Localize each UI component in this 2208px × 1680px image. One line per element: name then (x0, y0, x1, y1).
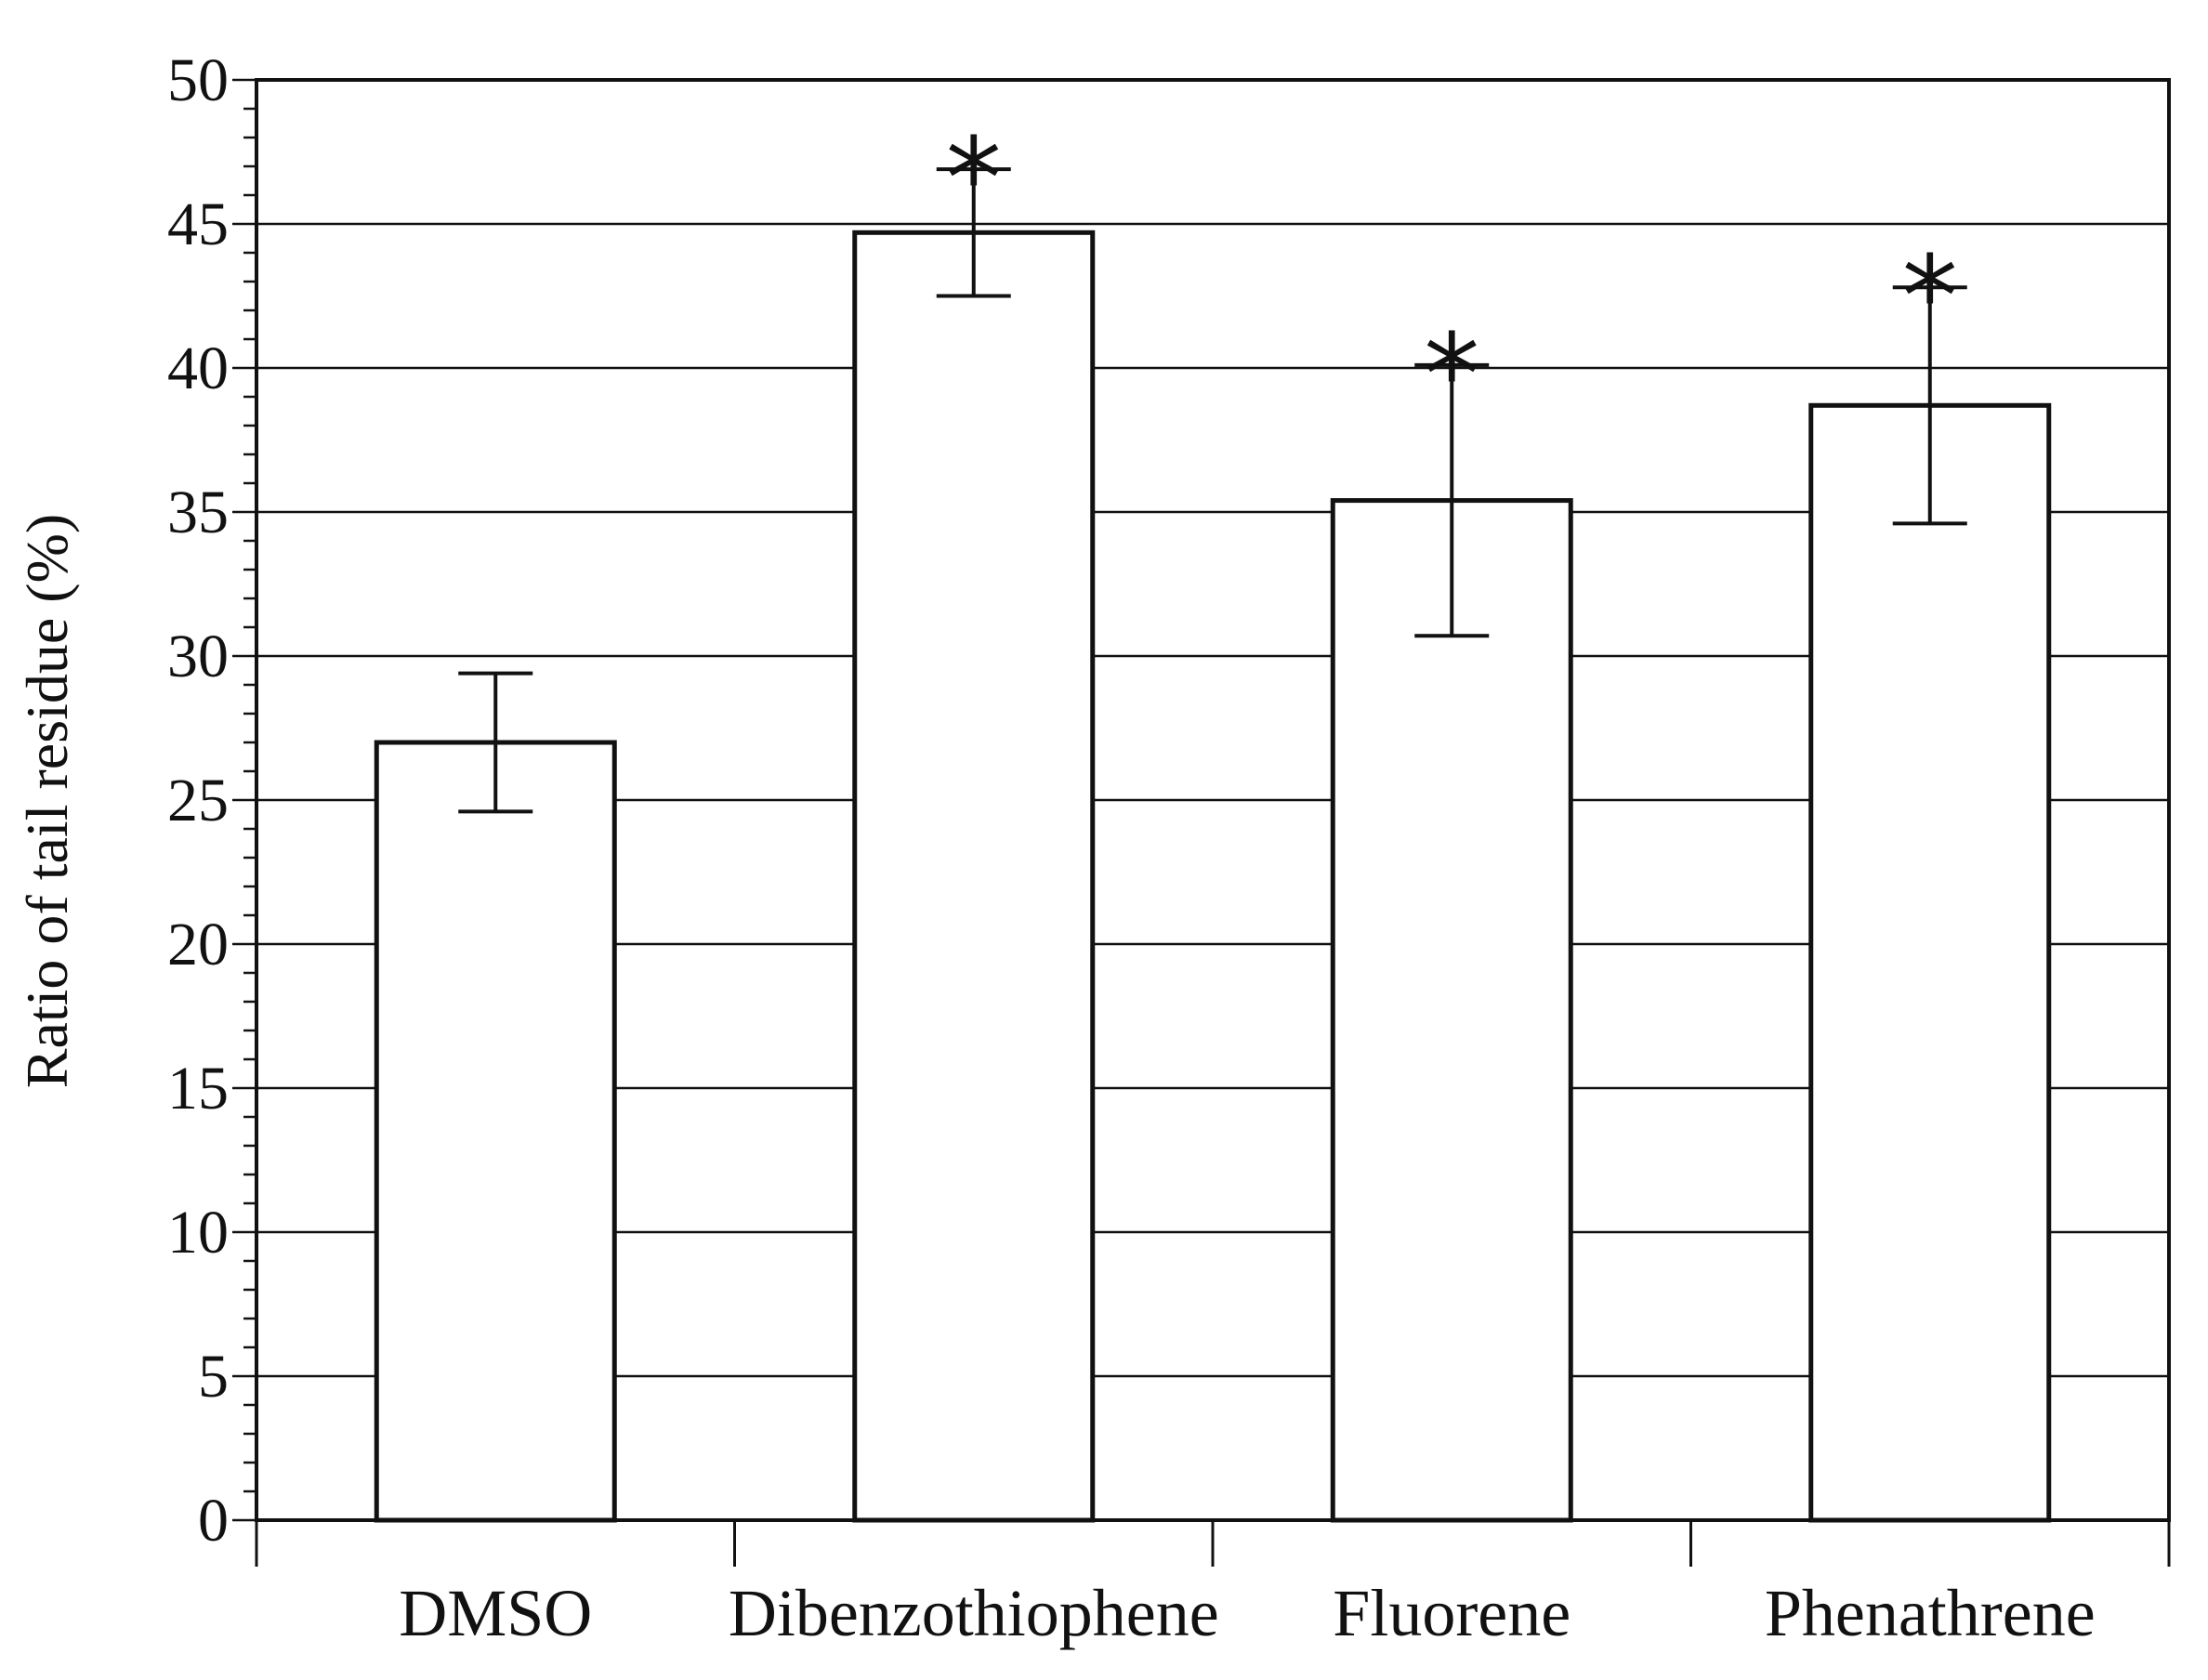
bars (374, 230, 2052, 1523)
y-tick-label: 30 (167, 623, 229, 690)
y-tick-label: 15 (167, 1055, 229, 1122)
x-category-label: Dibenzothiophene (729, 1576, 1219, 1650)
bar (852, 230, 1096, 1523)
x-axis-category-labels: DMSO Dibenzothiophene Fluorene Phenathrene (399, 1576, 2095, 1650)
bar (1330, 498, 1573, 1523)
y-tick-label: 25 (167, 767, 229, 834)
significance-asterisk: * (1424, 311, 1479, 440)
y-tick-label: 20 (167, 911, 229, 978)
bar (374, 740, 617, 1523)
x-category-label: Phenathrene (1765, 1576, 2096, 1650)
significance-markers: * * * (946, 115, 1958, 440)
y-tick-label: 10 (167, 1199, 229, 1267)
y-tick-label: 50 (167, 46, 229, 114)
y-axis-label: Ratio of tail residue (%) (14, 514, 80, 1088)
x-axis-ticks (255, 1520, 2171, 1567)
y-tick-label: 35 (167, 479, 229, 546)
y-tick-label: 0 (198, 1487, 229, 1555)
x-category-label: Fluorene (1333, 1576, 1571, 1650)
y-tick-label: 40 (167, 335, 229, 402)
y-tick-label: 45 (167, 190, 229, 258)
significance-asterisk: * (1902, 233, 1958, 362)
significance-asterisk: * (946, 115, 1002, 244)
x-category-label: DMSO (399, 1576, 592, 1650)
error-bars (458, 167, 1967, 814)
y-tick-label: 5 (198, 1343, 229, 1411)
y-axis-ticks: 0 5 10 15 20 25 30 35 40 45 50 (167, 46, 256, 1555)
bar (1808, 402, 2052, 1523)
